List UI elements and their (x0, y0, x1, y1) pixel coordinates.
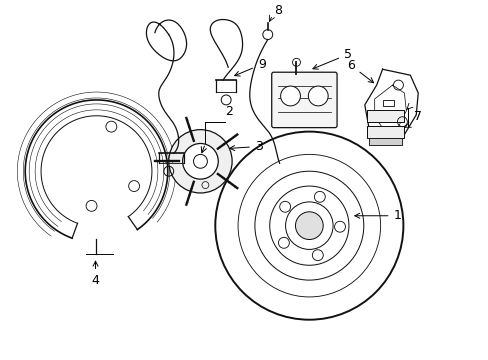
Circle shape (168, 130, 232, 193)
Circle shape (295, 212, 323, 239)
Circle shape (182, 144, 218, 179)
Text: 2: 2 (225, 105, 233, 118)
FancyBboxPatch shape (271, 72, 336, 128)
Circle shape (308, 86, 327, 106)
Text: 3: 3 (229, 140, 262, 153)
Text: 8: 8 (273, 4, 281, 17)
Bar (382, 100, 394, 106)
Bar (366, 126, 404, 138)
Text: 7: 7 (413, 110, 422, 123)
Text: 6: 6 (346, 59, 373, 83)
Text: 4: 4 (91, 261, 99, 287)
Bar (368, 138, 402, 145)
Text: 5: 5 (312, 48, 351, 69)
Circle shape (280, 86, 300, 106)
Bar (366, 110, 404, 122)
Text: 1: 1 (354, 209, 401, 222)
Text: 9: 9 (234, 58, 265, 76)
